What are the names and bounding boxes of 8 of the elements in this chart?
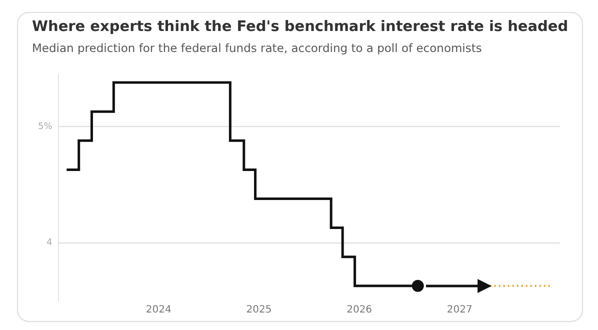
x-tick-label: 2024 [146, 304, 172, 316]
chart-title: Where experts think the Fed's benchmark interest rate is headed [32, 19, 568, 35]
x-tick-label: 2026 [346, 304, 372, 316]
chart-subtitle: Median prediction for the federal funds rate, according to a poll of economists [32, 41, 482, 55]
x-tick-label: 2027 [446, 304, 472, 316]
y-tick-label: 5% [38, 122, 53, 132]
y-tick-label: 4 [46, 238, 53, 248]
x-tick-label: 2025 [246, 304, 272, 316]
